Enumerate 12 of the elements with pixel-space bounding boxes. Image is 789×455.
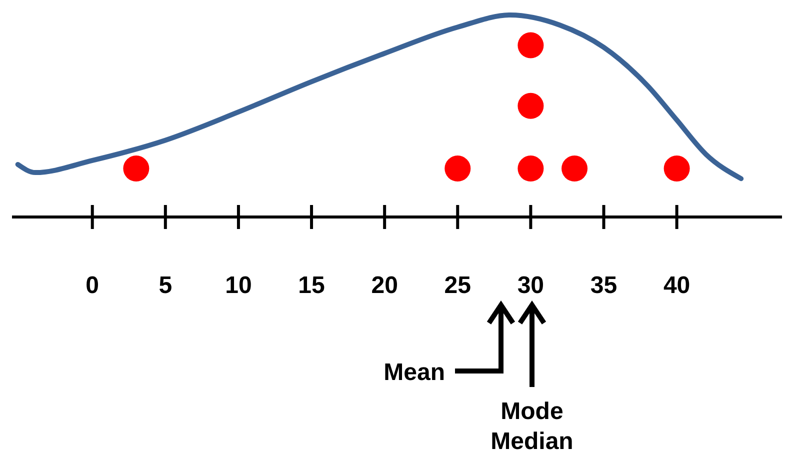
text: Mode — [500, 398, 564, 425]
x-tick-label: 10 — [225, 272, 252, 299]
text: Mean — [384, 359, 445, 386]
x-tick-label: 40 — [663, 272, 690, 299]
x-tick-label: 25 — [444, 272, 471, 299]
x-tick-label: 30 — [517, 272, 544, 299]
text: Median — [490, 428, 574, 455]
x-tick-label: 5 — [158, 272, 172, 299]
x-tick-label: 20 — [371, 272, 398, 299]
x-tick-label: 15 — [298, 272, 325, 299]
x-tick-label: 35 — [590, 272, 618, 299]
x-tick-label: 0 — [86, 272, 100, 299]
